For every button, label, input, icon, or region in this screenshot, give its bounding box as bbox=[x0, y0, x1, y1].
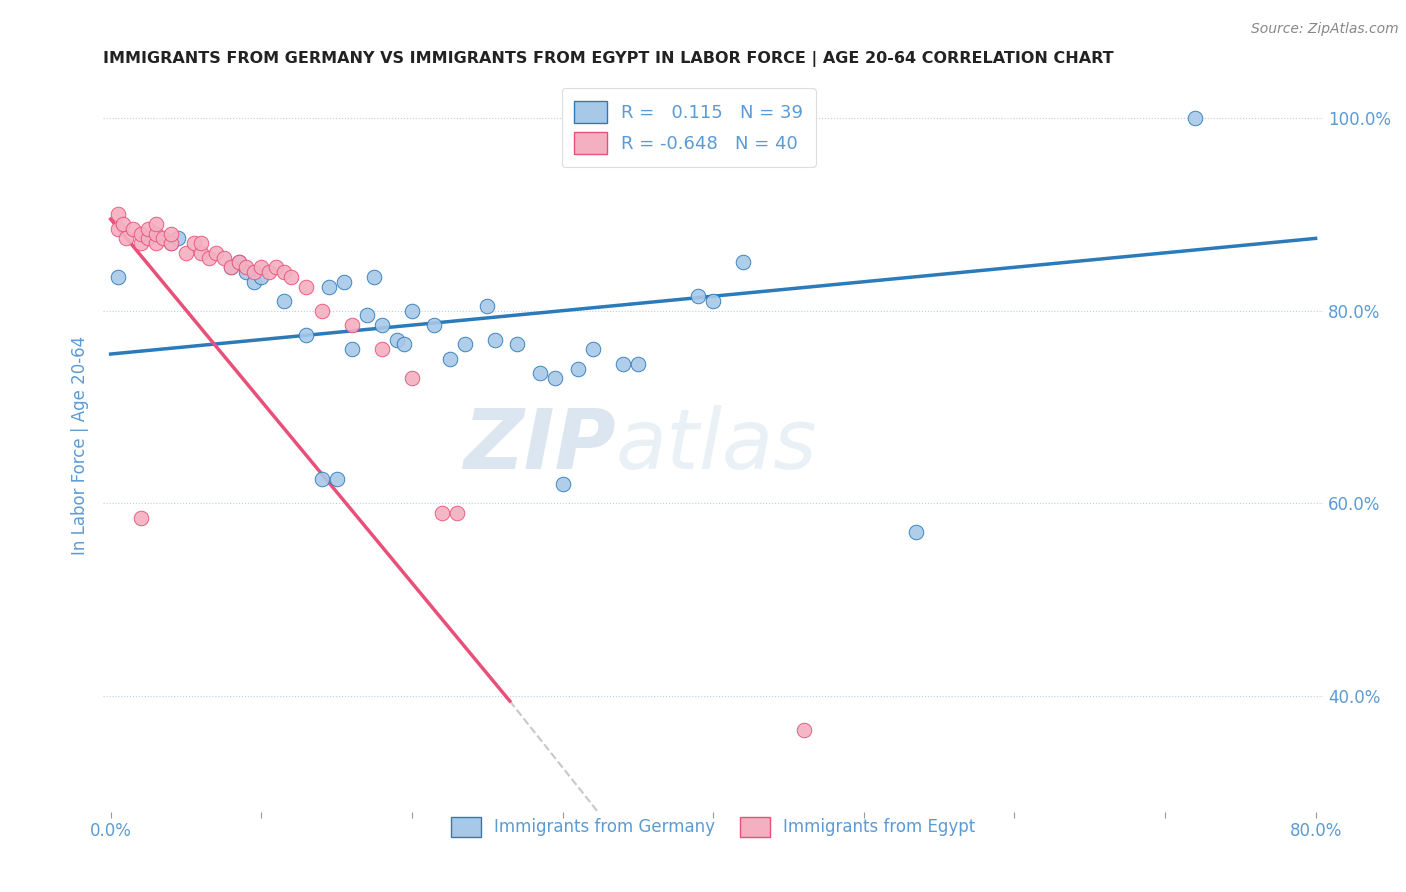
Point bbox=[107, 207, 129, 221]
Point bbox=[567, 361, 589, 376]
Point bbox=[318, 279, 340, 293]
Point bbox=[325, 472, 347, 486]
Point bbox=[280, 269, 302, 284]
Point bbox=[152, 231, 174, 245]
Point bbox=[197, 251, 219, 265]
Point bbox=[371, 318, 394, 332]
Point bbox=[136, 231, 159, 245]
Point bbox=[544, 371, 567, 385]
Point bbox=[250, 260, 273, 275]
Point bbox=[107, 269, 129, 284]
Point bbox=[190, 236, 212, 251]
Point bbox=[145, 217, 167, 231]
Point bbox=[477, 299, 499, 313]
Point bbox=[311, 472, 333, 486]
Point bbox=[529, 367, 551, 381]
Point bbox=[190, 245, 212, 260]
Point bbox=[145, 227, 167, 241]
Point bbox=[430, 506, 453, 520]
Point bbox=[145, 236, 167, 251]
Point bbox=[205, 245, 228, 260]
Point bbox=[160, 227, 183, 241]
Legend: Immigrants from Germany, Immigrants from Egypt: Immigrants from Germany, Immigrants from… bbox=[444, 810, 983, 844]
Point bbox=[401, 371, 423, 385]
Text: IMMIGRANTS FROM GERMANY VS IMMIGRANTS FROM EGYPT IN LABOR FORCE | AGE 20-64 CORR: IMMIGRANTS FROM GERMANY VS IMMIGRANTS FR… bbox=[103, 51, 1114, 67]
Point bbox=[363, 269, 385, 284]
Point bbox=[174, 245, 197, 260]
Point bbox=[219, 260, 242, 275]
Point bbox=[250, 269, 273, 284]
Point bbox=[107, 221, 129, 235]
Point bbox=[257, 265, 280, 279]
Point bbox=[385, 333, 408, 347]
Point bbox=[333, 275, 356, 289]
Point bbox=[484, 333, 506, 347]
Point bbox=[340, 343, 363, 357]
Point bbox=[129, 227, 152, 241]
Point bbox=[235, 265, 257, 279]
Point bbox=[371, 343, 394, 357]
Point bbox=[235, 260, 257, 275]
Point bbox=[273, 265, 295, 279]
Point bbox=[129, 236, 152, 251]
Point bbox=[160, 236, 183, 251]
Point bbox=[356, 309, 378, 323]
Point bbox=[551, 477, 574, 491]
Text: atlas: atlas bbox=[616, 405, 817, 486]
Point bbox=[627, 357, 650, 371]
Point bbox=[905, 525, 928, 540]
Point bbox=[295, 279, 318, 293]
Y-axis label: In Labor Force | Age 20-64: In Labor Force | Age 20-64 bbox=[72, 336, 89, 555]
Text: Source: ZipAtlas.com: Source: ZipAtlas.com bbox=[1251, 22, 1399, 37]
Point bbox=[114, 231, 136, 245]
Point bbox=[612, 357, 634, 371]
Point bbox=[111, 217, 134, 231]
Point bbox=[733, 255, 755, 269]
Point bbox=[273, 293, 295, 308]
Point bbox=[453, 337, 475, 351]
Point bbox=[183, 236, 205, 251]
Point bbox=[122, 221, 145, 235]
Point bbox=[394, 337, 416, 351]
Point bbox=[228, 255, 250, 269]
Point bbox=[702, 293, 724, 308]
Point bbox=[242, 265, 264, 279]
Point bbox=[160, 236, 183, 251]
Point bbox=[167, 231, 190, 245]
Point bbox=[423, 318, 446, 332]
Point bbox=[311, 303, 333, 318]
Text: ZIP: ZIP bbox=[463, 405, 616, 486]
Point bbox=[295, 327, 318, 342]
Point bbox=[506, 337, 529, 351]
Point bbox=[401, 303, 423, 318]
Point bbox=[439, 351, 461, 366]
Point bbox=[212, 251, 235, 265]
Point bbox=[686, 289, 709, 303]
Point bbox=[446, 506, 468, 520]
Point bbox=[340, 318, 363, 332]
Point bbox=[219, 260, 242, 275]
Point bbox=[582, 343, 605, 357]
Point bbox=[242, 275, 264, 289]
Point bbox=[792, 723, 814, 737]
Point bbox=[228, 255, 250, 269]
Point bbox=[136, 221, 159, 235]
Point bbox=[1184, 111, 1206, 125]
Point bbox=[266, 260, 288, 275]
Point bbox=[129, 511, 152, 525]
